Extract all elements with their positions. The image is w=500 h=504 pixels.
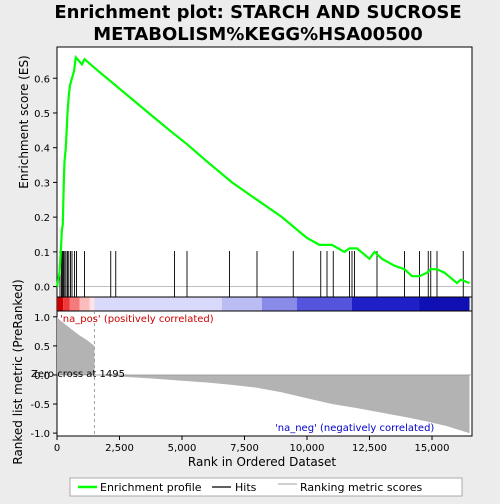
rank-bar-segment-1 xyxy=(63,297,70,311)
x-axis-label: Rank in Ordered Dataset xyxy=(188,455,336,469)
pos-correlated-label: 'na_pos' (positively correlated) xyxy=(60,314,214,325)
rank-bar-segment-5 xyxy=(94,297,222,311)
x-tick-label-0: 0 xyxy=(54,443,60,454)
x-tick-label-4: 10,000 xyxy=(290,443,325,454)
rank-bar xyxy=(57,297,470,311)
metric-axis: 1.0 0.5 0.0 -0.5 -1.0 xyxy=(30,313,57,440)
x-tick-label-3: 7,500 xyxy=(230,443,259,454)
rank-bar-segment-3 xyxy=(79,297,90,311)
es-tick-label-1: 0.1 xyxy=(34,248,50,259)
es-axis: 0.0 0.1 0.2 0.3 0.4 0.5 0.6 xyxy=(34,74,472,294)
es-tick-label-0: 0.0 xyxy=(34,283,50,294)
metric-y-axis-label: Ranked list metric (PreRanked) xyxy=(11,279,25,464)
metric-area xyxy=(57,311,472,436)
rank-bar-segment-8 xyxy=(297,297,352,311)
rank-bar-segment-10 xyxy=(419,297,470,311)
metric-tick-label-3: -0.5 xyxy=(30,400,50,411)
es-panel xyxy=(56,46,473,298)
rank-bar-segment-9 xyxy=(352,297,420,311)
es-tick-label-3: 0.3 xyxy=(34,178,50,189)
legend: Enrichment profile Hits Ranking metric s… xyxy=(69,477,463,497)
rank-bar-segment-4 xyxy=(89,297,95,311)
es-tick-label-2: 0.2 xyxy=(34,213,50,224)
chart-title-line2: METABOLISM%KEGG%HSA00500 xyxy=(93,24,423,45)
x-tick-label-2: 5,000 xyxy=(168,443,197,454)
hit-lines xyxy=(59,251,464,297)
legend-enrichment-profile: Enrichment profile xyxy=(100,481,202,494)
metric-tick-label-4: -1.0 xyxy=(30,429,50,440)
es-tick-label-5: 0.5 xyxy=(34,109,50,120)
zero-cross-label: Zero cross at 1495 xyxy=(31,369,125,380)
es-tick-label-6: 0.6 xyxy=(34,74,50,85)
x-tick-label-1: 2,500 xyxy=(105,443,134,454)
rank-bar-segment-6 xyxy=(222,297,262,311)
chart-title-line1: Enrichment plot: STARCH AND SUCROSE xyxy=(54,2,461,23)
es-y-axis-label: Enrichment score (ES) xyxy=(17,55,31,188)
x-axis: 0 2,500 5,000 7,500 10,000 12,500 15,000 xyxy=(54,436,450,454)
x-tick-label-5: 12,500 xyxy=(352,443,387,454)
enrichment-profile xyxy=(55,54,470,287)
x-tick-label-6: 15,000 xyxy=(415,443,450,454)
enrichment-profile-line xyxy=(55,54,470,287)
legend-hits: Hits xyxy=(235,481,257,494)
legend-ranking-metric: Ranking metric scores xyxy=(300,481,422,494)
neg-correlated-label: 'na_neg' (negatively correlated) xyxy=(275,423,434,434)
metric-tick-label-2: 0.0 xyxy=(34,371,50,382)
metric-tick-label-1: 0.5 xyxy=(34,342,50,353)
rank-bar-segment-7 xyxy=(262,297,297,311)
metric-tick-label-0: 1.0 xyxy=(34,313,50,324)
es-tick-label-4: 0.4 xyxy=(34,144,50,155)
rank-bar-segment-0 xyxy=(57,297,64,311)
legend-box xyxy=(69,477,463,497)
rank-bar-segment-2 xyxy=(69,297,80,311)
